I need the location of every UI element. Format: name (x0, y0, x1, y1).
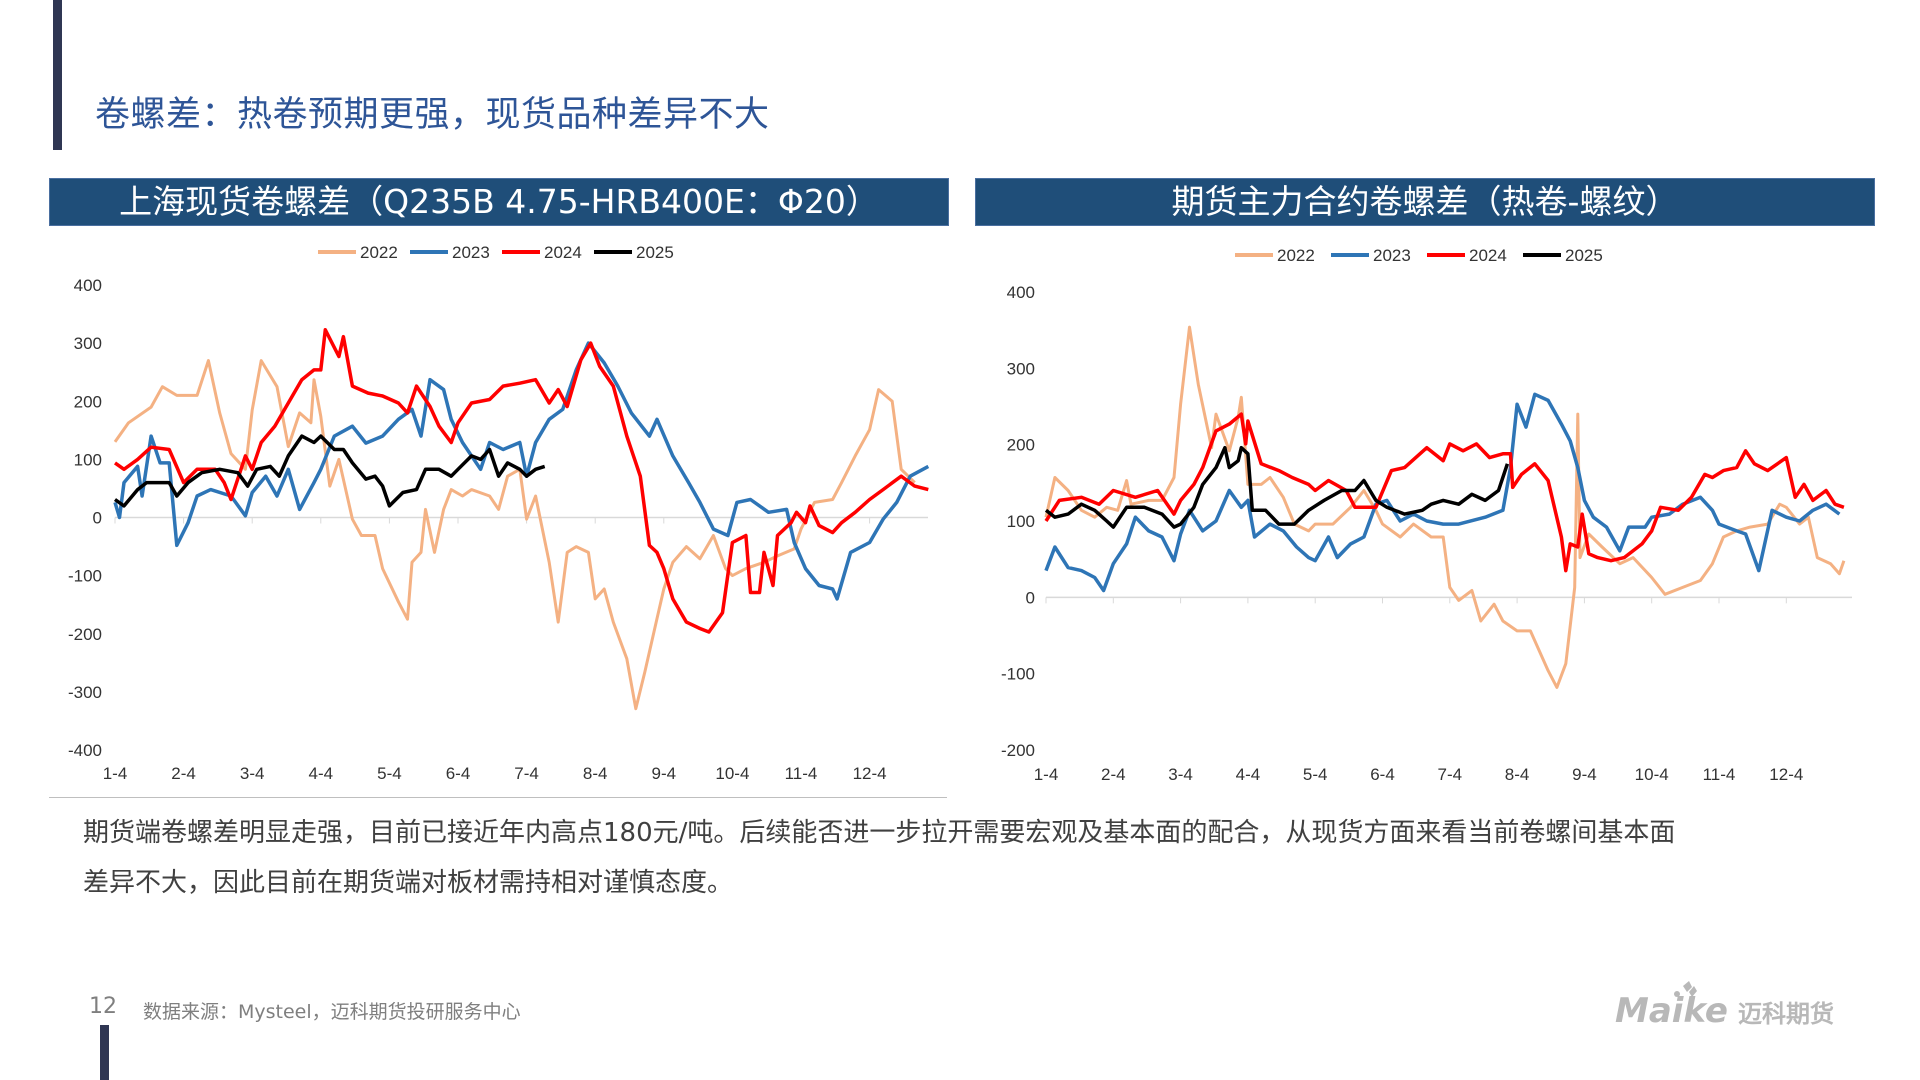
divider (49, 797, 947, 798)
series-line-2024 (1044, 412, 1845, 573)
svg-text:迈科期货: 迈科期货 (1738, 1000, 1834, 1028)
legend-label: 2025 (1565, 246, 1603, 265)
legend-label: 2025 (636, 243, 674, 262)
x-tick-label: 1-4 (1034, 765, 1059, 784)
x-tick-label: 10-4 (715, 764, 749, 783)
page-number: 12 (89, 994, 117, 1019)
x-tick-label: 6-4 (1370, 765, 1395, 784)
commentary-line-2: 差异不大，因此目前在期货端对板材需持相对谨慎态度。 (83, 868, 734, 898)
legend-label: 2022 (1277, 246, 1315, 265)
chart-title-spot-spread: 上海现货卷螺差（Q235B 4.75-HRB400E：Φ20） (49, 178, 949, 226)
y-tick-label: -100 (1001, 665, 1035, 684)
x-tick-label: 7-4 (1438, 765, 1463, 784)
x-tick-label: 10-4 (1635, 765, 1669, 784)
y-tick-label: 300 (74, 334, 102, 353)
y-tick-label: 400 (1007, 283, 1035, 302)
y-tick-label: -100 (68, 567, 102, 586)
x-tick-label: 6-4 (446, 764, 471, 783)
x-tick-label: 9-4 (652, 764, 677, 783)
series-line-2023 (113, 341, 930, 601)
x-tick-label: 9-4 (1572, 765, 1597, 784)
x-tick-label: 2-4 (171, 764, 196, 783)
x-tick-label: 2-4 (1101, 765, 1126, 784)
maike-logo: Maike 迈科期货 (1615, 981, 1834, 1030)
page-title: 卷螺差：热卷预期更强，现货品种差异不大 (95, 95, 770, 135)
y-tick-label: 0 (1026, 588, 1035, 607)
series-line-2025 (1044, 445, 1510, 529)
y-tick-label: 200 (1007, 436, 1035, 455)
x-tick-label: 4-4 (1236, 765, 1261, 784)
series-line-2024 (113, 328, 929, 634)
x-tick-label: 7-4 (514, 764, 539, 783)
x-tick-label: 8-4 (1505, 765, 1530, 784)
svg-text:Maike: Maike (1615, 991, 1728, 1030)
legend-label: 2022 (360, 243, 398, 262)
y-tick-label: -200 (1001, 741, 1035, 760)
y-tick-label: 0 (93, 509, 102, 528)
x-tick-label: 3-4 (240, 764, 265, 783)
y-tick-label: -400 (68, 741, 102, 760)
series-line-2023 (1044, 392, 1841, 593)
chart-title-futures-spread: 期货主力合约卷螺差（热卷-螺纹） (975, 178, 1875, 226)
title-accent-bar (53, 0, 62, 150)
series-line-2022 (1044, 325, 1846, 689)
footer-accent-bar (100, 1025, 109, 1080)
x-tick-label: 5-4 (377, 764, 402, 783)
x-tick-label: 1-4 (103, 764, 128, 783)
series-line-2025 (113, 434, 546, 508)
x-tick-label: 11-4 (785, 764, 818, 783)
legend-label: 2023 (452, 243, 490, 262)
y-tick-label: 400 (74, 276, 102, 295)
x-tick-label: 5-4 (1303, 765, 1328, 784)
y-tick-label: 100 (74, 450, 102, 469)
y-tick-label: 100 (1007, 512, 1035, 531)
legend-label: 2023 (1373, 246, 1411, 265)
y-tick-label: -200 (68, 625, 102, 644)
y-tick-label: 300 (1007, 359, 1035, 378)
legend-label: 2024 (544, 243, 582, 262)
x-tick-label: 8-4 (583, 764, 608, 783)
legend-label: 2024 (1469, 246, 1507, 265)
commentary-line-1: 期货端卷螺差明显走强，目前已接近年内高点180元/吨。后续能否进一步拉开需要宏观… (83, 818, 1676, 848)
x-tick-label: 4-4 (309, 764, 334, 783)
y-tick-label: -300 (68, 683, 102, 702)
y-tick-label: 200 (74, 392, 102, 411)
x-tick-label: 12-4 (853, 764, 887, 783)
data-source: 数据来源：Mysteel，迈科期货投研服务中心 (143, 1001, 521, 1023)
x-tick-label: 11-4 (1703, 765, 1736, 784)
x-tick-label: 12-4 (1769, 765, 1803, 784)
x-tick-label: 3-4 (1168, 765, 1193, 784)
